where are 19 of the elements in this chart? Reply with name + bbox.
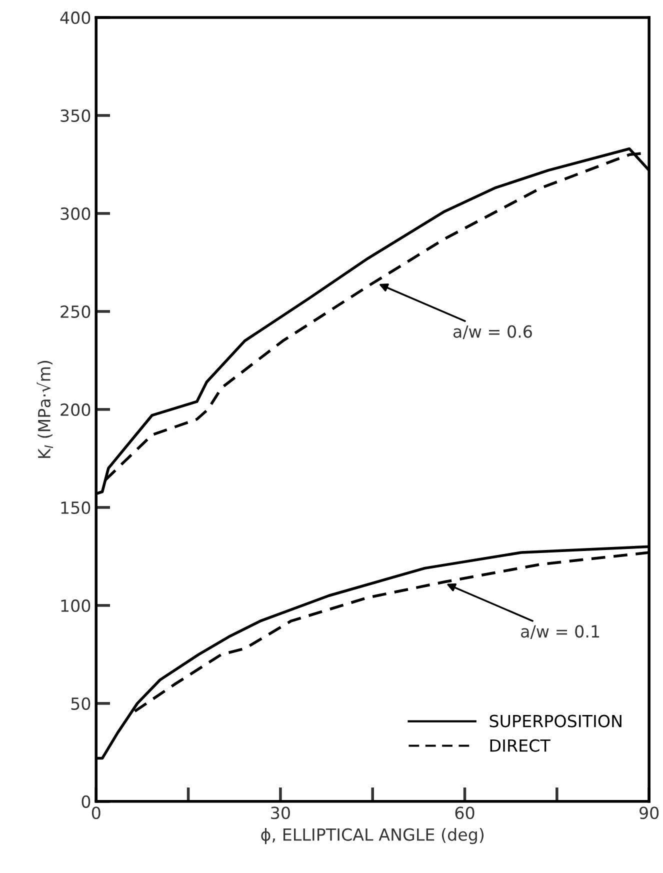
y-tick-label: 0 bbox=[82, 795, 90, 808]
x-tick-label: 90 bbox=[640, 806, 659, 820]
annotation: a/w = 0.1 bbox=[521, 625, 600, 640]
y-tick-label: 350 bbox=[60, 109, 90, 122]
y-tick-label: 50 bbox=[71, 697, 90, 710]
x-tick-label: 60 bbox=[455, 806, 474, 820]
y-tick-label: 100 bbox=[61, 599, 90, 612]
y-tick-label: 300 bbox=[60, 207, 90, 220]
x-axis-title: ϕ, ELLIPTICAL ANGLE (deg) bbox=[261, 828, 484, 844]
legend-label: DIRECT bbox=[490, 739, 550, 752]
y-tick-label: 400 bbox=[60, 11, 90, 24]
y-tick-label: 150 bbox=[61, 501, 90, 514]
x-tick-label: 0 bbox=[92, 806, 100, 820]
legend-label: SUPERPOSITION bbox=[490, 714, 622, 728]
y-tick-label: 250 bbox=[60, 305, 90, 318]
x-tick-label: 30 bbox=[271, 806, 290, 820]
annotation: a/w = 0.6 bbox=[453, 325, 532, 340]
y-tick-label: 200 bbox=[60, 403, 90, 416]
y-axis-title: K$_{I}$ (MPa·√m) bbox=[36, 360, 54, 458]
